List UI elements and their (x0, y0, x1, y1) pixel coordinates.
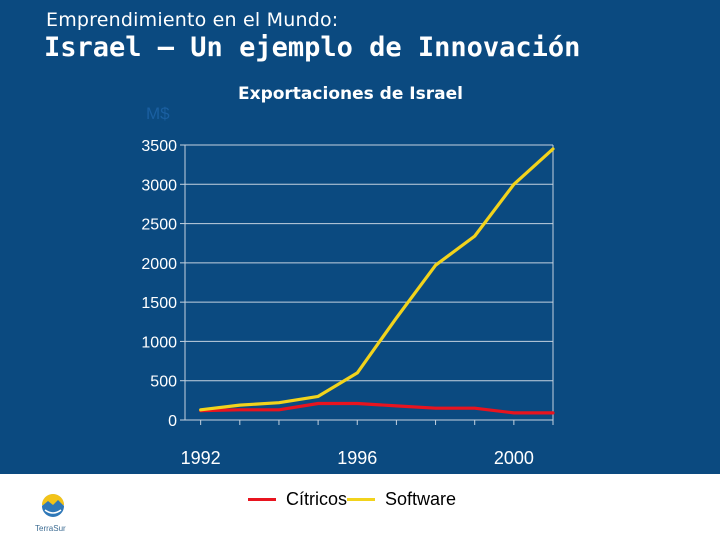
logo-text: TerraSur (35, 524, 66, 533)
legend-item-software: Software (347, 489, 456, 510)
y-tick-label: 2000 (141, 256, 177, 273)
chart-title: Exportaciones de Israel (238, 84, 463, 104)
series-line-software (199, 147, 555, 412)
legend-item-cítricos: Cítricos (248, 489, 347, 510)
y-tick-label: 0 (168, 413, 177, 430)
x-tick-label: 2000 (494, 448, 534, 468)
line-chart: 0 500 1000 1500 2000 2500 3000 3500 1992 1996 2000 (141, 138, 555, 468)
y-tick-label: 1000 (141, 334, 177, 351)
legend-label: Software (385, 488, 457, 509)
y-tick-label: 1500 (141, 295, 177, 312)
chart-legend: Cítricos Software (248, 488, 456, 510)
series-line-cítricos (199, 401, 555, 415)
slide-subtitle: Emprendimiento en el Mundo: (46, 9, 339, 31)
x-tick-label: 1996 (337, 448, 377, 468)
title-panel (0, 0, 720, 474)
y-tick-label: 3500 (141, 138, 177, 155)
slide-title: Israel – Un ejemplo de Innovación (44, 32, 581, 63)
y-tick-label: 500 (150, 374, 177, 391)
legend-swatch (248, 497, 276, 501)
grid-layer (185, 144, 553, 382)
terrasur-logo-icon (42, 494, 64, 517)
x-tick-label: 1992 (181, 448, 221, 468)
legend-swatch (347, 497, 376, 501)
axis-layer (180, 144, 554, 425)
tick-label-layer: 0 500 1000 1500 2000 2500 3000 3500 1992 1996 2000 (141, 138, 533, 468)
y-axis-unit: M$ (146, 104, 170, 123)
legend-label: Cítricos (286, 488, 348, 509)
series-layer (199, 147, 555, 415)
y-tick-label: 3000 (141, 177, 177, 194)
y-tick-label: 2500 (141, 217, 177, 234)
